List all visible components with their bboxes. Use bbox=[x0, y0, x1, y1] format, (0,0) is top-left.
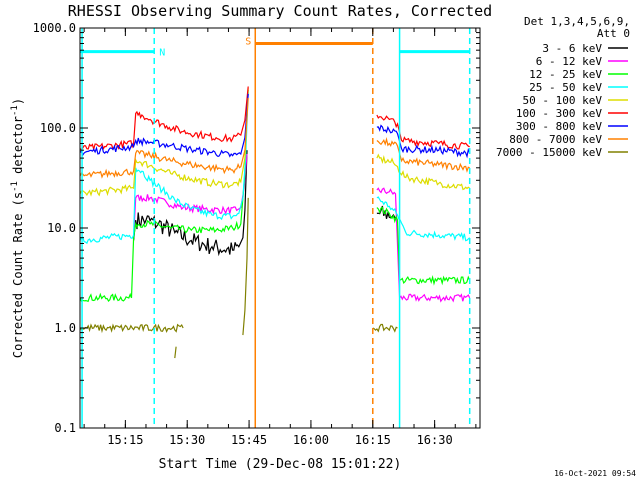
chart-title: RHESSI Observing Summary Count Rates, Co… bbox=[68, 2, 492, 20]
series-line bbox=[79, 97, 249, 179]
footer-timestamp: 16-Oct-2021 09:54 bbox=[554, 469, 636, 478]
x-axis: 15:15 15:30 15:45 16:00 16:15 16:30 bbox=[83, 28, 477, 447]
x-tick-label: 15:45 bbox=[231, 433, 267, 447]
y-tick-label: 1000.0 bbox=[33, 21, 76, 35]
y-tick-label: 0.1 bbox=[54, 421, 76, 435]
legend-label: 3 - 6 keV bbox=[542, 42, 602, 55]
y-axis-label: Corrected Count Rate (s-1 detector-1) bbox=[10, 98, 25, 358]
legend-label: 6 - 12 keV bbox=[536, 55, 603, 68]
x-tick-label: 16:30 bbox=[417, 433, 453, 447]
annotation-layer: NS bbox=[80, 28, 471, 428]
series-line bbox=[372, 323, 398, 333]
plot-frame bbox=[79, 27, 481, 429]
series-line bbox=[376, 137, 470, 173]
legend-header-line2: Att 0 bbox=[597, 27, 630, 40]
series-line bbox=[79, 88, 249, 197]
series-line bbox=[376, 114, 470, 150]
data-layer bbox=[79, 86, 471, 359]
x-axis-label: Start Time (29-Dec-08 15:01:22) bbox=[159, 457, 402, 472]
legend-label: 12 - 25 keV bbox=[529, 68, 602, 81]
legend-label: 300 - 800 keV bbox=[516, 120, 602, 133]
legend-label: 100 - 300 keV bbox=[516, 107, 602, 120]
series-line bbox=[376, 124, 471, 159]
series-line bbox=[376, 206, 471, 286]
series-line bbox=[133, 150, 248, 257]
series-line bbox=[174, 346, 177, 359]
x-tick-label: 16:00 bbox=[293, 433, 329, 447]
legend-header-line1: Det 1,3,4,5,6,9, bbox=[524, 15, 630, 28]
legend-label: 25 - 50 keV bbox=[529, 81, 602, 94]
x-tick-label: 16:15 bbox=[355, 433, 391, 447]
series-line bbox=[79, 89, 249, 303]
series-line bbox=[79, 91, 249, 245]
series-line bbox=[79, 86, 249, 152]
y-axis-label-mid: detector bbox=[11, 116, 25, 181]
y-axis-label-sup2: -1 bbox=[10, 105, 20, 116]
legend-label: 7000 - 15000 keV bbox=[496, 146, 602, 159]
series-line bbox=[133, 153, 248, 238]
legend-label: 800 - 7000 keV bbox=[509, 133, 602, 146]
annotation-label: N bbox=[159, 48, 165, 59]
series-line bbox=[79, 323, 184, 334]
series-line bbox=[79, 93, 249, 158]
x-tick-label: 15:30 bbox=[169, 433, 205, 447]
y-tick-label: 100.0 bbox=[40, 121, 76, 135]
y-tick-label: 1.0 bbox=[54, 321, 76, 335]
y-axis-label-end: ) bbox=[11, 98, 25, 105]
annotation-label: S bbox=[245, 36, 251, 47]
x-tick-label: 15:15 bbox=[107, 433, 143, 447]
y-tick-label: 10.0 bbox=[47, 221, 76, 235]
legend-label: 50 - 100 keV bbox=[523, 94, 603, 107]
series-line bbox=[242, 197, 249, 336]
series-line bbox=[376, 187, 471, 303]
series-line bbox=[376, 196, 471, 242]
series-line bbox=[376, 153, 471, 191]
y-axis-label-sup1: -1 bbox=[10, 181, 20, 192]
y-axis: 1000.0 100.0 10.0 1.0 0.1 bbox=[33, 21, 480, 435]
y-axis-label-main: Corrected Count Rate (s bbox=[11, 192, 25, 358]
